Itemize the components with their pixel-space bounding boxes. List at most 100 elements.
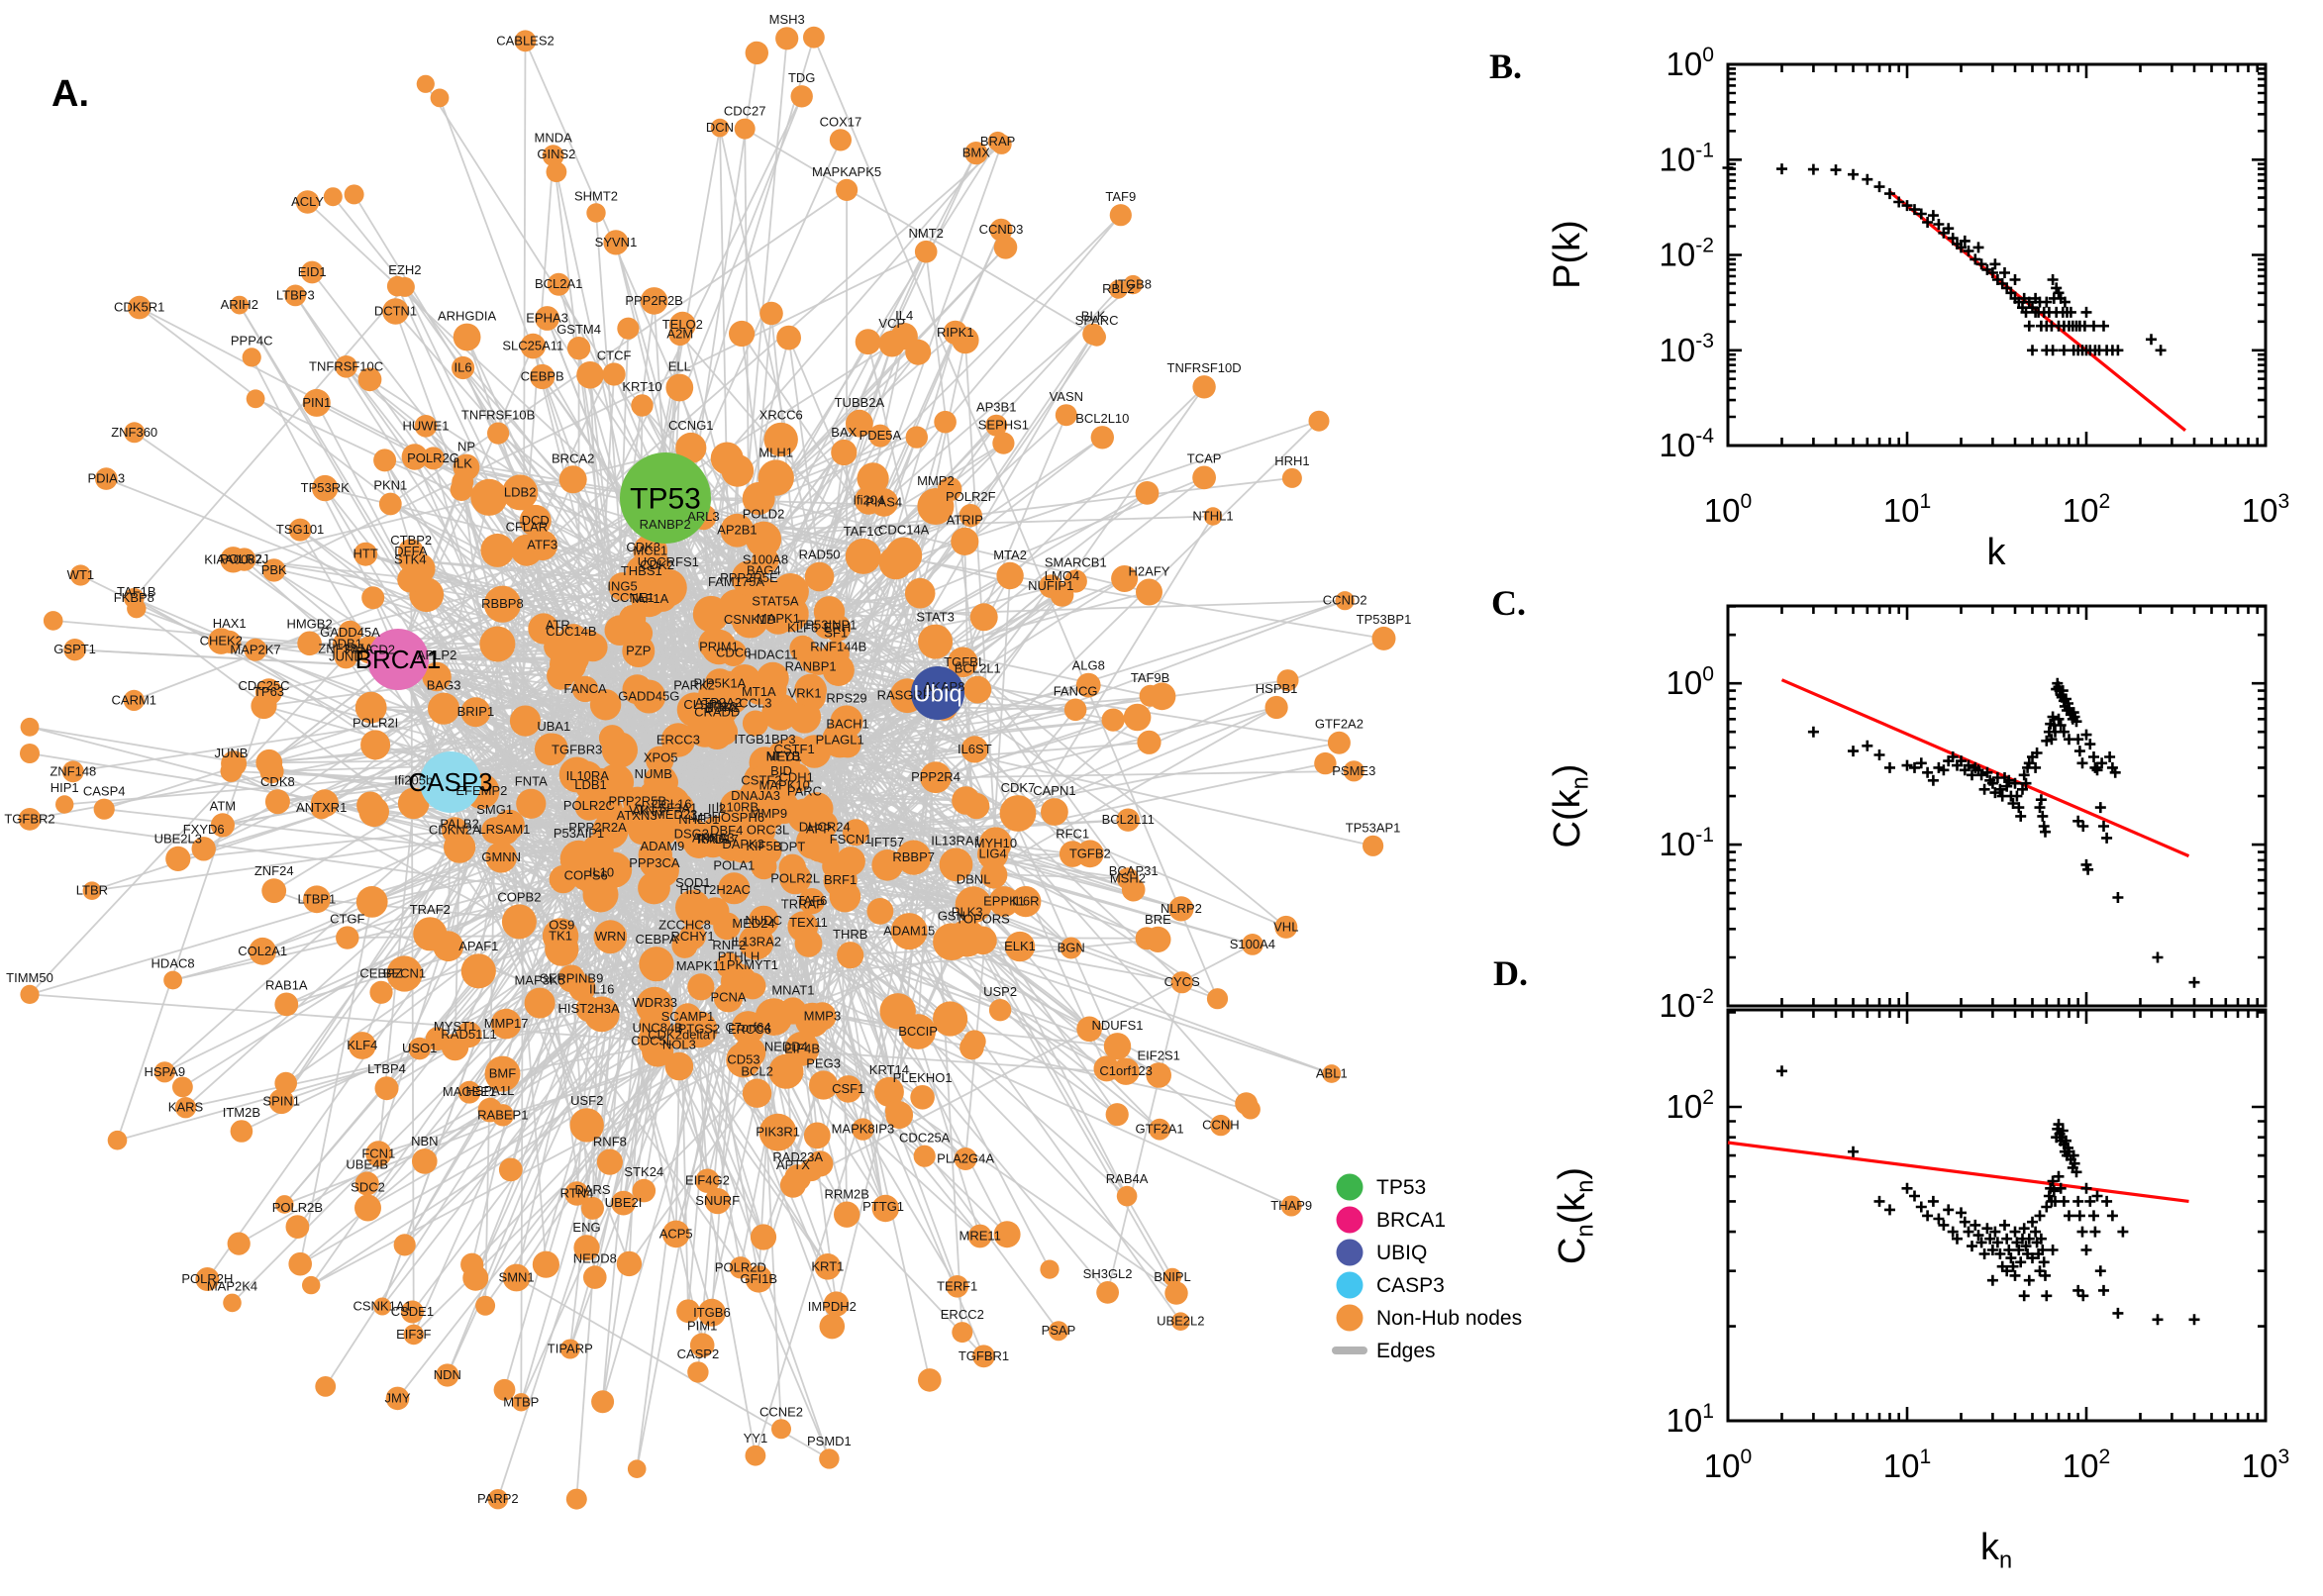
svg-text:STAT5A: STAT5A <box>752 594 799 609</box>
svg-text:MYST1: MYST1 <box>434 1019 476 1034</box>
svg-text:ARL3: ARL3 <box>687 509 720 524</box>
svg-text:CEBPA: CEBPA <box>635 932 677 947</box>
svg-text:CCL3: CCL3 <box>739 696 771 711</box>
svg-text:CCNG1: CCNG1 <box>668 418 714 433</box>
svg-text:JUNB: JUNB <box>215 746 249 760</box>
svg-text:C1orf123: C1orf123 <box>1099 1063 1152 1078</box>
svg-text:BRAP: BRAP <box>980 134 1015 149</box>
svg-text:TDG: TDG <box>788 70 815 85</box>
scatter-points <box>1776 1065 2200 1326</box>
fit-line <box>1727 1141 2189 1203</box>
xtick-label: 102 <box>2063 1446 2110 1484</box>
svg-text:BCL2: BCL2 <box>741 1064 773 1079</box>
svg-text:RAD51L1: RAD51L1 <box>441 1027 496 1042</box>
svg-text:TP63: TP63 <box>253 684 284 699</box>
svg-text:TEX11: TEX11 <box>789 915 828 930</box>
svg-text:ZNF385A: ZNF385A <box>318 642 373 656</box>
svg-text:UNC84B: UNC84B <box>632 1020 682 1035</box>
svg-text:FCN1: FCN1 <box>361 1146 395 1160</box>
svg-text:TGFBR2: TGFBR2 <box>4 811 54 826</box>
svg-text:MLH1: MLH1 <box>758 445 793 459</box>
svg-text:ITGB6: ITGB6 <box>693 1305 731 1320</box>
svg-text:FANCD2: FANCD2 <box>345 642 395 656</box>
svg-text:CDC25C: CDC25C <box>238 678 289 693</box>
svg-text:MAPK11: MAPK11 <box>676 958 726 973</box>
svg-text:KIAA0087: KIAA0087 <box>204 551 262 566</box>
ytick-label: 10-2 <box>1660 235 1714 273</box>
svg-text:RABEP1: RABEP1 <box>477 1107 528 1122</box>
svg-text:EGR1: EGR1 <box>705 700 740 715</box>
svg-text:DSG3: DSG3 <box>674 827 709 842</box>
svg-text:WDR33: WDR33 <box>633 995 678 1010</box>
svg-text:LMO4: LMO4 <box>1045 568 1079 583</box>
svg-text:SMN1: SMN1 <box>499 1270 535 1285</box>
svg-text:MNAT1: MNAT1 <box>771 982 814 997</box>
svg-text:POLR2J: POLR2J <box>220 551 268 566</box>
svg-text:MED24: MED24 <box>732 916 774 931</box>
svg-text:STK24: STK24 <box>624 1164 663 1179</box>
legend-label: BRCA1 <box>1376 1209 1446 1232</box>
svg-text:NFYB: NFYB <box>766 748 801 763</box>
svg-text:IL10RB: IL10RB <box>716 799 758 814</box>
svg-text:TSG101: TSG101 <box>276 522 324 537</box>
svg-text:PPP3CA: PPP3CA <box>629 855 680 870</box>
svg-text:CDKN2A: CDKN2A <box>429 823 481 838</box>
svg-text:GMNN: GMNN <box>481 849 521 864</box>
svg-text:ADAM15: ADAM15 <box>883 924 935 939</box>
svg-text:COPS6: COPS6 <box>564 868 608 883</box>
svg-text:CDC27: CDC27 <box>724 104 766 119</box>
svg-text:VRK1: VRK1 <box>788 686 822 701</box>
panel-d-label: D. <box>1493 953 1528 993</box>
svg-text:SF1: SF1 <box>824 626 848 641</box>
svg-text:MMP3: MMP3 <box>804 1009 842 1024</box>
svg-text:BCCIP: BCCIP <box>898 1024 938 1039</box>
svg-text:TELO2: TELO2 <box>662 317 703 332</box>
svg-text:ING5: ING5 <box>607 578 637 593</box>
svg-text:POLR2H: POLR2H <box>181 1271 233 1286</box>
svg-text:TOPORS: TOPORS <box>956 912 1010 927</box>
svg-text:PIP5K1A: PIP5K1A <box>694 675 747 690</box>
svg-text:EIF2S1: EIF2S1 <box>1138 1047 1180 1062</box>
svg-text:RNF144B: RNF144B <box>810 640 866 654</box>
svg-text:IL6ST: IL6ST <box>958 742 992 756</box>
ytick-label: 10-1 <box>1660 139 1714 177</box>
svg-text:FANCG: FANCG <box>1054 684 1098 699</box>
svg-text:POLR2L: POLR2L <box>770 870 820 885</box>
svg-text:STAT3: STAT3 <box>916 610 955 625</box>
svg-text:EIF4G2: EIF4G2 <box>685 1173 730 1188</box>
svg-text:IL10RA: IL10RA <box>566 768 610 783</box>
svg-text:NDN: NDN <box>434 1367 461 1382</box>
svg-text:LIG4: LIG4 <box>979 847 1007 861</box>
svg-text:HUWE1: HUWE1 <box>403 418 450 433</box>
svg-text:PLEKHO1: PLEKHO1 <box>893 1070 953 1085</box>
svg-text:LRSAM1: LRSAM1 <box>478 822 530 837</box>
panel-b-label: B. <box>1489 47 1523 86</box>
svg-text:PIK3R1: PIK3R1 <box>756 1125 800 1140</box>
svg-text:PPP2R2A: PPP2R2A <box>568 820 627 835</box>
svg-text:PZP: PZP <box>626 644 651 658</box>
svg-text:KLF6: KLF6 <box>787 621 818 636</box>
svg-text:KIF5B: KIF5B <box>746 839 781 853</box>
svg-text:DDB1: DDB1 <box>328 637 362 651</box>
svg-text:TRRAP: TRRAP <box>781 896 825 911</box>
svg-text:NP: NP <box>457 440 475 454</box>
svg-text:EFEMP2: EFEMP2 <box>455 783 507 798</box>
axis-ticks <box>1726 1010 2268 1423</box>
svg-text:KRT10: KRT10 <box>622 379 661 394</box>
svg-text:RANBP2: RANBP2 <box>640 517 691 532</box>
svg-text:ADAM9: ADAM9 <box>641 839 685 853</box>
svg-text:BGN: BGN <box>1058 941 1085 955</box>
svg-text:CTCF: CTCF <box>597 348 632 362</box>
svg-text:ORC3L: ORC3L <box>747 823 789 838</box>
svg-text:MPHOSPH6: MPHOSPH6 <box>692 810 764 825</box>
legend-swatch-CASP3 <box>1336 1271 1364 1299</box>
svg-text:XRCC6: XRCC6 <box>759 408 803 423</box>
svg-text:USO1: USO1 <box>402 1041 437 1055</box>
svg-text:RCHY1: RCHY1 <box>671 929 715 944</box>
svg-text:UQCRFS1: UQCRFS1 <box>638 554 699 569</box>
svg-text:LDB2: LDB2 <box>504 484 537 499</box>
svg-text:ANXA3: ANXA3 <box>692 831 735 846</box>
svg-text:MED23: MED23 <box>655 807 697 822</box>
svg-text:FKBP8: FKBP8 <box>114 590 154 605</box>
